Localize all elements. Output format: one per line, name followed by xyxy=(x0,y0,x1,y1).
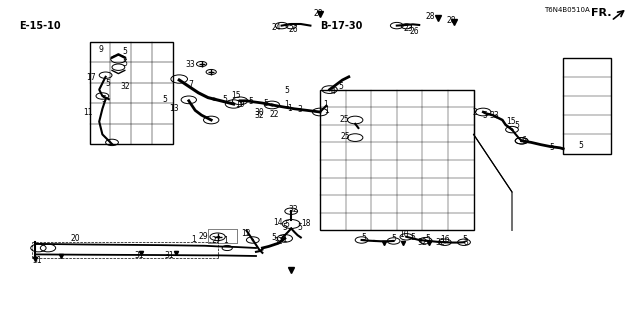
Text: 5: 5 xyxy=(297,223,302,232)
Text: 5: 5 xyxy=(549,143,554,152)
Text: 14: 14 xyxy=(273,218,284,227)
Text: 26: 26 xyxy=(410,27,420,36)
Text: 5: 5 xyxy=(284,220,289,229)
Bar xyxy=(208,229,237,243)
Text: 15: 15 xyxy=(506,117,516,126)
Text: 8: 8 xyxy=(463,238,468,247)
Text: 5: 5 xyxy=(338,82,343,91)
Text: 22: 22 xyxy=(269,110,278,119)
Text: 5: 5 xyxy=(361,233,366,242)
Text: 24: 24 xyxy=(271,23,282,32)
Text: 11: 11 xyxy=(84,108,93,117)
Text: 27: 27 xyxy=(211,236,221,245)
Text: 5: 5 xyxy=(425,234,430,243)
Text: 28: 28 xyxy=(426,12,435,21)
Text: 5: 5 xyxy=(284,86,289,95)
Bar xyxy=(90,42,173,144)
Text: 12: 12 xyxy=(242,229,251,238)
Text: 5: 5 xyxy=(263,99,268,108)
Text: 5: 5 xyxy=(122,60,127,68)
Text: 5: 5 xyxy=(101,95,106,104)
Text: 1: 1 xyxy=(191,235,196,244)
Text: 1: 1 xyxy=(287,104,292,113)
Text: B-17-30: B-17-30 xyxy=(320,20,362,31)
Text: FR.: FR. xyxy=(591,8,612,19)
Text: 25: 25 xyxy=(339,115,349,124)
Text: 33: 33 xyxy=(186,60,196,69)
Text: 9: 9 xyxy=(99,45,104,54)
Text: 1: 1 xyxy=(284,100,289,109)
Text: 5: 5 xyxy=(579,141,584,150)
Text: 23: 23 xyxy=(403,24,413,33)
Text: 28: 28 xyxy=(314,9,323,18)
Text: 6: 6 xyxy=(521,136,526,145)
Text: 26: 26 xyxy=(288,25,298,34)
Text: 20: 20 xyxy=(70,234,81,243)
Text: T6N4B0510A: T6N4B0510A xyxy=(544,7,589,12)
Text: 10: 10 xyxy=(399,230,410,239)
Text: 31: 31 xyxy=(32,256,42,265)
Text: 21: 21 xyxy=(278,235,287,244)
Text: 1: 1 xyxy=(324,106,329,115)
Text: 5: 5 xyxy=(122,47,127,56)
Text: 5: 5 xyxy=(462,235,467,244)
Text: 31: 31 xyxy=(164,251,175,260)
Text: 2: 2 xyxy=(472,108,477,117)
Text: 5: 5 xyxy=(271,233,276,242)
Text: 33: 33 xyxy=(489,111,499,120)
Text: 32: 32 xyxy=(273,237,284,246)
Text: 13: 13 xyxy=(169,104,179,113)
Bar xyxy=(563,58,611,154)
Text: 5: 5 xyxy=(223,95,228,104)
Text: 25: 25 xyxy=(340,132,351,141)
Text: 32: 32 xyxy=(435,238,445,247)
Text: 31: 31 xyxy=(134,251,145,260)
Text: 5: 5 xyxy=(105,79,110,88)
Text: 29: 29 xyxy=(198,232,209,241)
Text: E-15-10: E-15-10 xyxy=(19,20,61,31)
Text: 17: 17 xyxy=(86,73,96,82)
Text: 5: 5 xyxy=(515,121,520,130)
Text: 28: 28 xyxy=(447,16,456,25)
Text: 5: 5 xyxy=(410,233,415,242)
Bar xyxy=(320,90,474,230)
Text: 30: 30 xyxy=(254,108,264,117)
Text: 4: 4 xyxy=(330,87,335,96)
Text: 3: 3 xyxy=(297,105,302,114)
Text: 5: 5 xyxy=(391,234,396,243)
Text: 7: 7 xyxy=(188,80,193,89)
Text: 18: 18 xyxy=(301,219,310,228)
Text: 32: 32 xyxy=(417,238,428,247)
Text: 32: 32 xyxy=(254,111,264,120)
Text: 1: 1 xyxy=(323,100,328,109)
Text: 32: 32 xyxy=(120,82,130,91)
Text: 19: 19 xyxy=(235,100,245,109)
Text: 5: 5 xyxy=(483,111,488,120)
Text: 1: 1 xyxy=(223,236,228,245)
Text: 5: 5 xyxy=(163,95,168,104)
Text: 15: 15 xyxy=(230,92,241,100)
Text: 5: 5 xyxy=(248,97,253,106)
Text: 16: 16 xyxy=(440,235,450,244)
Text: 5: 5 xyxy=(282,223,287,232)
Text: 32: 32 xyxy=(288,205,298,214)
